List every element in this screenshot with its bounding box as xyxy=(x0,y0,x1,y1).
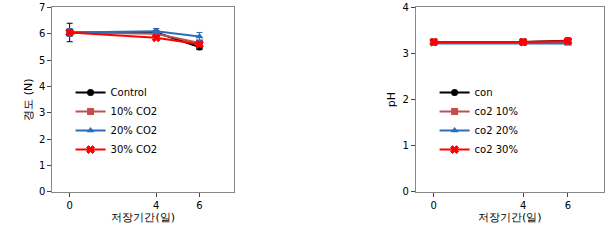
svg-text:co2 20%: co2 20% xyxy=(475,125,518,136)
svg-text:경도 (N): 경도 (N) xyxy=(22,78,35,120)
svg-text:7: 7 xyxy=(39,2,45,13)
svg-text:4: 4 xyxy=(402,2,408,13)
svg-text:3: 3 xyxy=(402,48,408,59)
svg-text:6: 6 xyxy=(196,200,202,211)
svg-text:3: 3 xyxy=(39,107,45,118)
svg-text:2: 2 xyxy=(402,94,408,105)
svg-text:1: 1 xyxy=(39,160,45,171)
svg-text:Control: Control xyxy=(111,87,147,98)
svg-text:co2 30%: co2 30% xyxy=(475,144,518,155)
svg-text:30% CO2: 30% CO2 xyxy=(111,144,158,155)
svg-text:4: 4 xyxy=(153,200,159,211)
svg-text:co2 10%: co2 10% xyxy=(475,106,518,117)
svg-text:0: 0 xyxy=(39,186,45,197)
svg-text:0: 0 xyxy=(431,200,437,211)
svg-text:4: 4 xyxy=(520,200,526,211)
svg-text:5: 5 xyxy=(39,55,45,66)
svg-text:20% CO2: 20% CO2 xyxy=(111,125,158,136)
svg-text:6: 6 xyxy=(565,200,571,211)
svg-text:0: 0 xyxy=(402,186,408,197)
svg-text:저장기간(일): 저장기간(일) xyxy=(478,211,542,224)
svg-text:0: 0 xyxy=(66,200,72,211)
svg-text:10% CO2: 10% CO2 xyxy=(111,106,158,117)
svg-text:4: 4 xyxy=(39,81,45,92)
svg-text:저장기간(일): 저장기간(일) xyxy=(111,211,175,224)
svg-text:1: 1 xyxy=(402,140,408,151)
svg-text:6: 6 xyxy=(39,28,45,39)
svg-text:2: 2 xyxy=(39,134,45,145)
svg-text:con: con xyxy=(475,87,493,98)
svg-text:pH: pH xyxy=(385,92,398,107)
